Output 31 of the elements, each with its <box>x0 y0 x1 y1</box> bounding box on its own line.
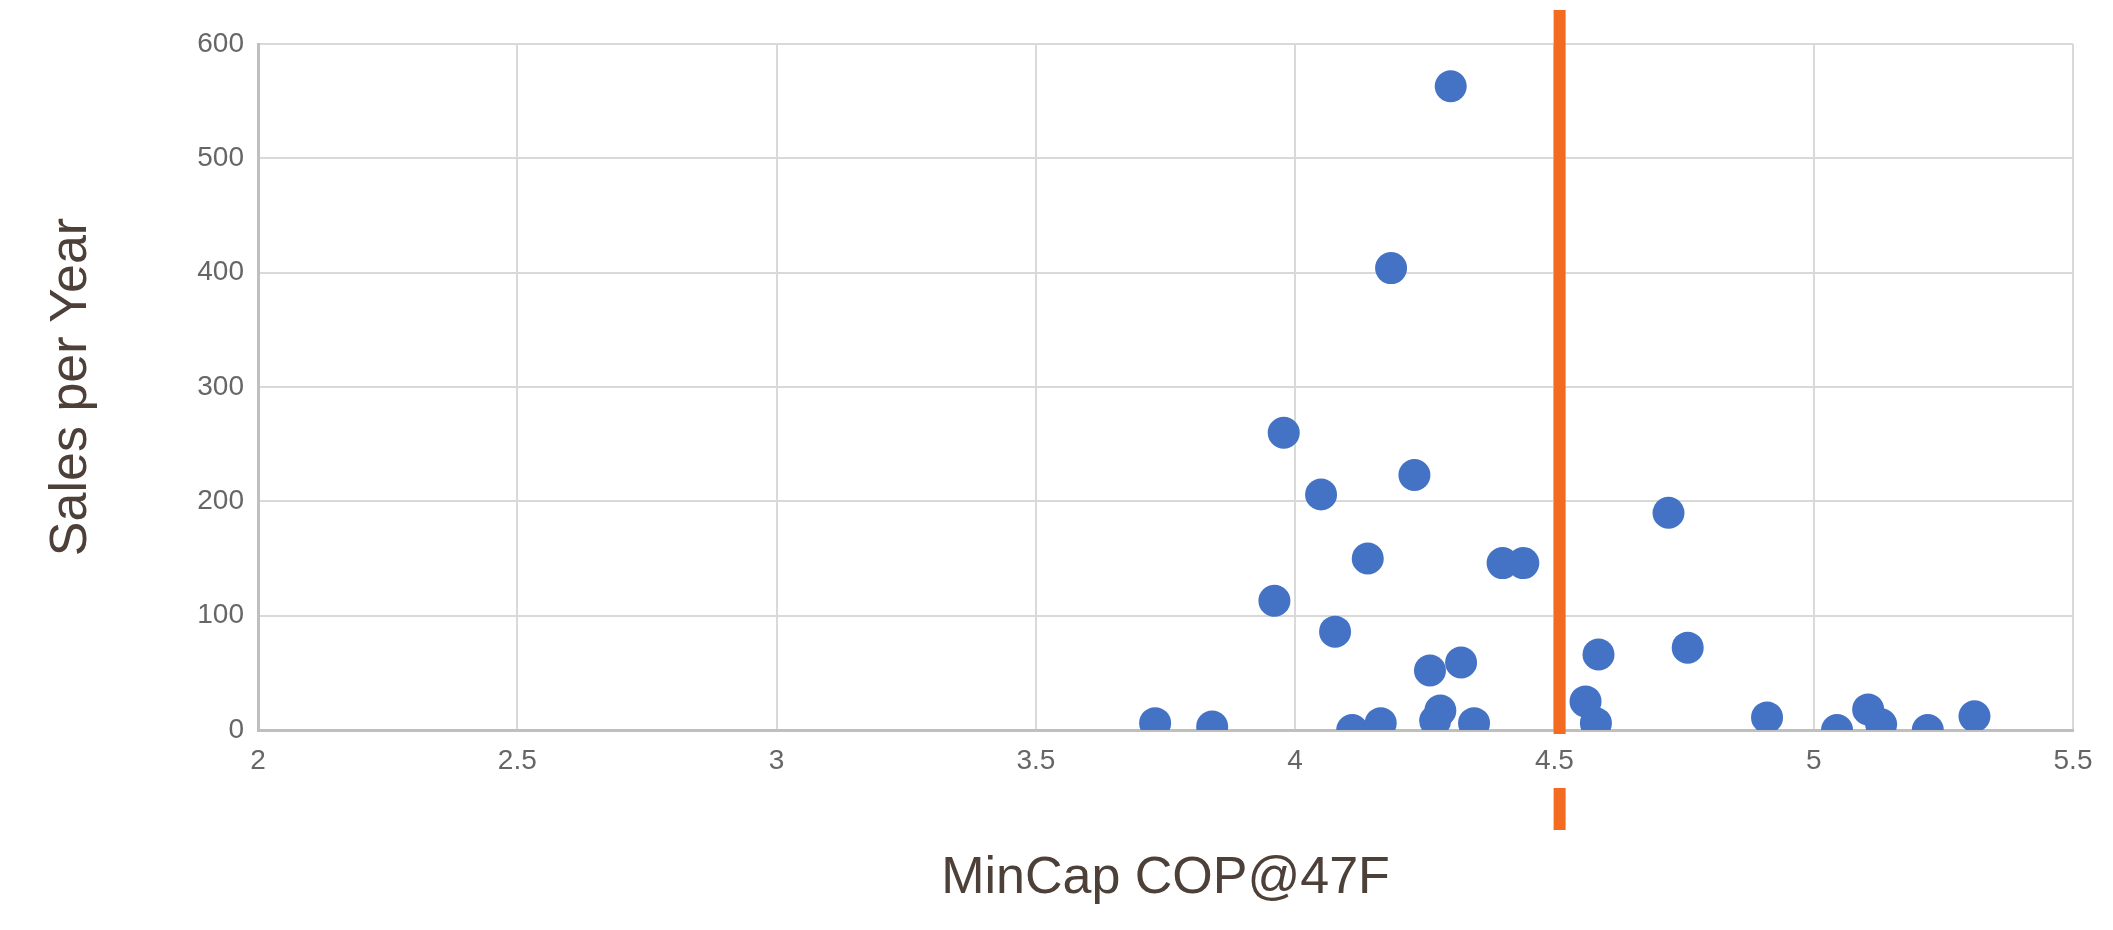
point <box>1582 638 1615 671</box>
x-tick-label: 3.5 <box>1016 743 1056 775</box>
x-tick-label: 2 <box>250 743 266 775</box>
y-tick-label: 600 <box>197 26 244 58</box>
x-tick-label: 5.5 <box>2053 743 2093 775</box>
point <box>1305 478 1338 511</box>
point <box>1434 70 1467 103</box>
point <box>1445 646 1478 679</box>
y-tick-label: 100 <box>197 598 244 630</box>
x-tick-label: 4.5 <box>1534 743 1574 775</box>
x-tick-label: 2.5 <box>497 743 537 775</box>
x-tick-label: 5 <box>1805 743 1822 775</box>
y-axis-title: Sales per Year <box>38 217 97 557</box>
x-tick-label: 3 <box>768 743 785 775</box>
y-tick-label: 0 <box>228 712 244 744</box>
y-tick-label: 300 <box>197 369 244 401</box>
point <box>1351 542 1384 575</box>
point <box>1258 584 1291 617</box>
y-tick-label: 500 <box>197 141 244 173</box>
point <box>1375 252 1408 285</box>
point <box>1958 700 1991 730</box>
point <box>1671 631 1704 664</box>
point <box>1652 496 1685 529</box>
point <box>1413 654 1446 687</box>
x-axis-title: MinCap COP@47F <box>941 846 1390 905</box>
y-tick-label: 200 <box>197 484 244 516</box>
point <box>1319 615 1352 648</box>
point <box>1398 459 1431 492</box>
y-tick-label: 400 <box>197 255 244 287</box>
point <box>1267 416 1300 449</box>
x-tick-label: 4 <box>1287 743 1303 775</box>
